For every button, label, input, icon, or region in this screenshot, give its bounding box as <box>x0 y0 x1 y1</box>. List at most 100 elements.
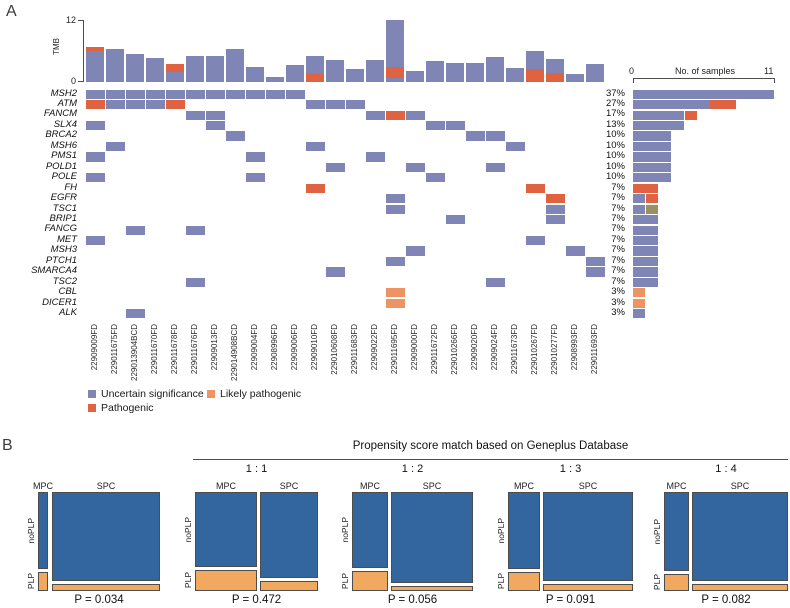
matrix-cell <box>145 100 165 110</box>
sample-count-bar-segment <box>633 152 672 162</box>
sample-count-bar-segment <box>633 309 646 319</box>
sample-count-bar-segment <box>633 215 659 225</box>
matrix-cell <box>325 100 345 110</box>
matrix-cell <box>405 162 425 173</box>
matrix-cell <box>445 215 465 225</box>
percent-label: 10% <box>605 139 625 151</box>
tmb-axis-tick-bottom <box>78 81 83 82</box>
sample-label: 229011678FD <box>170 324 179 379</box>
mosaic-block-mpc-noplp <box>508 492 540 569</box>
sample-label: 22909022FD <box>370 324 379 375</box>
sample-id-text: 229011678FD <box>170 324 179 375</box>
sample-count-bar-segment <box>633 298 646 308</box>
tmb-bar-segment <box>446 63 464 82</box>
gene-label: CBL <box>58 286 77 298</box>
percent-label: 27% <box>605 97 625 109</box>
tmb-bar-segment <box>206 56 224 82</box>
percent-label: 7% <box>611 275 625 287</box>
matrix-cell <box>325 267 345 277</box>
matrix-cell <box>305 100 325 110</box>
mosaic-row-label-plp: PLP <box>25 572 37 591</box>
tmb-bar-segment <box>166 63 184 72</box>
tmb-bar-segment <box>326 60 344 82</box>
sample-count-bar-segment <box>645 194 659 204</box>
sample-label: 22909009FD <box>90 324 99 375</box>
matrix-cell <box>485 277 505 288</box>
matrix-cell <box>145 89 165 99</box>
sample-id-text: 22909010FD <box>310 324 319 371</box>
sample-count-bar-segment <box>684 110 697 120</box>
matrix-cell <box>585 267 605 277</box>
sample-id-text: 22909000FD <box>410 324 419 371</box>
plp-text: PLP <box>652 574 662 591</box>
matrix-cell <box>85 173 105 183</box>
sample-label: 22909013FD <box>210 324 219 375</box>
p-value-label: P = 0.472 <box>231 594 282 606</box>
sample-id-text: 22909013FD <box>210 324 219 371</box>
sample-id-text: 22908996FD <box>270 324 279 371</box>
tmb-bar-segment <box>146 58 164 82</box>
matrix-cell <box>245 89 265 99</box>
matrix-cell <box>445 120 465 131</box>
plp-text: PLP <box>496 573 506 590</box>
sample-label: 22909020FD <box>470 324 479 375</box>
matrix-cell <box>305 183 325 193</box>
gene-label: TSC1 <box>52 202 77 214</box>
sample-count-bar-segment <box>633 110 685 120</box>
tmb-bar-segment <box>86 51 104 82</box>
matrix-cell <box>385 298 405 308</box>
oncoprint-matrix <box>85 89 605 319</box>
percent-label: 3% <box>611 286 625 298</box>
sample-label: 22908993FD <box>570 324 579 375</box>
sample-label: 22909006FD <box>290 324 299 375</box>
matrix-cell <box>365 152 385 162</box>
sample-label: 229011676FD <box>190 324 199 379</box>
matrix-cell <box>225 89 245 99</box>
matrix-cell <box>105 89 125 99</box>
matrix-cell <box>405 110 425 120</box>
mosaic-row-label-noplp: noPLP <box>182 492 194 567</box>
matrix-cell <box>365 110 385 120</box>
sample-id-text: 229010266FD <box>450 324 459 375</box>
matrix-cell <box>85 120 105 131</box>
sample-count-bar-segment <box>633 131 672 141</box>
sample-label: 22909000FD <box>410 324 419 375</box>
plp-text: PLP <box>183 572 193 589</box>
mosaic-col-label-mpc: MPC <box>360 481 380 491</box>
mosaic-block-spc-plp <box>543 584 633 591</box>
ratio-label: 1 : 2 <box>401 463 424 475</box>
tmb-bar-segment <box>86 46 104 51</box>
mosaic-block-spc-noplp <box>260 492 318 578</box>
noplp-text: noPLP <box>496 517 506 544</box>
sample-count-bar-segment <box>633 235 659 246</box>
matrix-cell <box>385 288 405 298</box>
matrix-cell <box>205 110 225 120</box>
matrix-cell <box>385 194 405 204</box>
matrix-cell <box>225 131 245 141</box>
mosaic-col-label-spc: SPC <box>96 481 116 491</box>
sample-label: 229010277FD <box>550 324 559 380</box>
gene-label: FH <box>64 181 77 193</box>
mosaic-row-label-noplp: noPLP <box>495 492 507 569</box>
mosaic-block-mpc-noplp <box>664 492 689 571</box>
tmb-bar-segment <box>346 68 364 82</box>
sample-count-bar-segment <box>633 162 672 173</box>
percent-label: 13% <box>605 118 625 130</box>
sample-count-bar-segment <box>633 100 710 110</box>
variant-legend: Uncertain significance Pathogenic Likely p… <box>88 386 488 416</box>
tmb-bar-segment <box>306 74 324 82</box>
sample-id-text: 22909009FD <box>90 324 99 371</box>
matrix-cell <box>125 225 145 235</box>
tmb-bar-segment <box>286 65 304 82</box>
percent-label: 37% <box>605 87 625 99</box>
mosaic-block-spc-noplp <box>391 492 473 583</box>
matrix-cell <box>165 100 185 110</box>
tmb-bar-segment <box>226 48 244 82</box>
sample-count-bar-segment <box>633 120 685 131</box>
matrix-cell <box>105 100 125 110</box>
tmb-bar-segment <box>306 56 324 75</box>
mosaic-row-label-noplp: noPLP <box>25 492 37 569</box>
tmb-bar-segment <box>386 20 404 67</box>
percent-label: 17% <box>605 108 625 120</box>
ratio-label: 1 : 1 <box>245 463 268 475</box>
